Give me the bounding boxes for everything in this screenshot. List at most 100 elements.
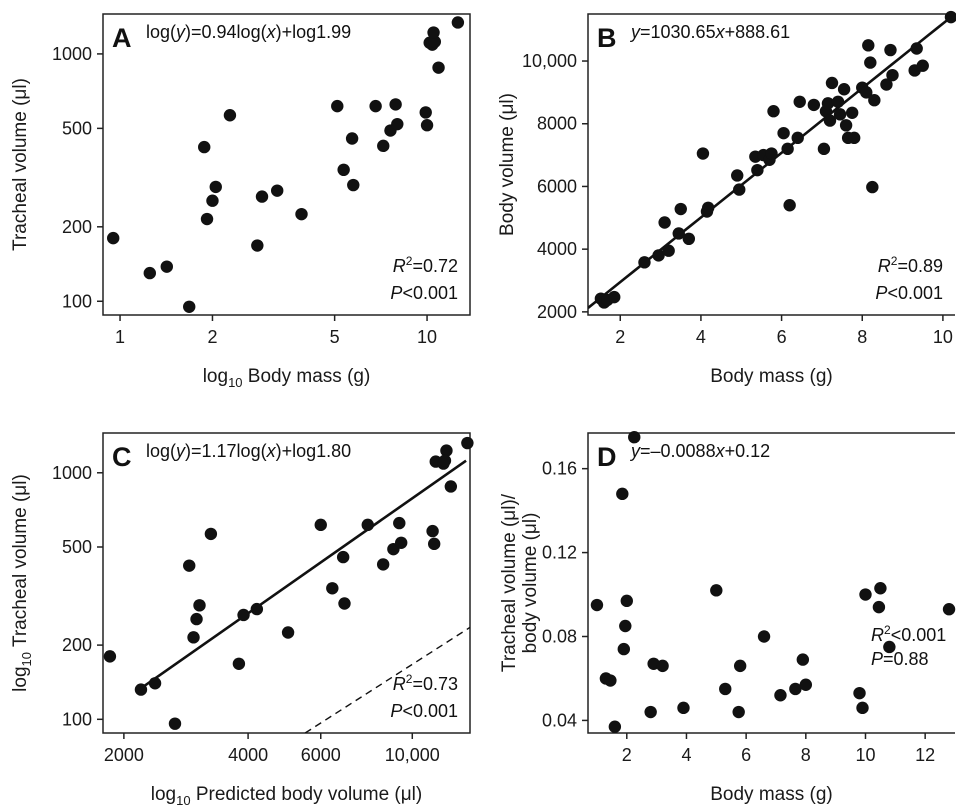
plot-area — [136, 459, 470, 733]
reference-line — [304, 626, 470, 733]
data-point — [652, 249, 665, 262]
r-squared-label: R2=0.89 — [878, 254, 943, 276]
data-point — [251, 239, 264, 252]
y-tick-label: 500 — [62, 537, 92, 557]
data-point — [608, 290, 621, 304]
data-point — [856, 701, 869, 715]
data-point — [886, 68, 899, 82]
data-point — [281, 626, 295, 639]
y-tick-label: 200 — [62, 635, 92, 655]
panel-c: 2000 4000 6000 10,000 100 200 500 1000 log10 Pre… — [10, 432, 474, 808]
data-point — [389, 98, 402, 111]
data-point — [590, 598, 604, 612]
plot-frame — [102, 432, 471, 734]
y-axis-title: Body volume (μl) — [497, 93, 518, 236]
data-point — [183, 559, 196, 572]
data-point — [143, 266, 156, 280]
data-point — [369, 99, 382, 113]
data-point — [376, 558, 390, 571]
p-value-label: P<0.001 — [390, 283, 458, 303]
data-point — [616, 487, 629, 501]
p-value-label: P<0.001 — [390, 701, 458, 721]
y-tick-label: 0.08 — [542, 626, 577, 646]
data-point — [883, 640, 896, 654]
data-point — [658, 216, 671, 229]
x-tick-label: 10 — [855, 745, 875, 765]
data-point — [134, 683, 148, 696]
data-point — [823, 114, 837, 127]
data-point — [270, 184, 284, 197]
x-tick-label: 10 — [417, 327, 437, 347]
data-point — [250, 602, 264, 616]
data-point — [791, 131, 804, 145]
data-point — [859, 588, 872, 601]
p-value-label: P=0.88 — [871, 649, 929, 669]
data-point — [732, 705, 745, 719]
x-tick-label: 6 — [777, 327, 787, 347]
x-tick-label: 6 — [741, 745, 751, 765]
x-axis-title: log10 Predicted body volume (μl) — [151, 784, 422, 808]
data-point — [874, 582, 887, 595]
data-point — [796, 653, 810, 666]
y-tick-label: 1000 — [52, 44, 92, 64]
data-point — [942, 603, 956, 616]
data-point — [183, 300, 196, 313]
regression-equation: y=–0.0088x+0.12 — [629, 441, 770, 461]
data-point — [807, 98, 821, 112]
x-tick-label: 8 — [801, 745, 811, 765]
data-point — [638, 256, 651, 269]
x-tick-label: 10 — [933, 327, 953, 347]
x-tick-label: 4 — [681, 745, 691, 765]
y-tick-label: 8000 — [537, 114, 577, 134]
x-axis-title: Body mass (g) — [710, 784, 832, 805]
data-point — [337, 163, 350, 177]
data-point — [295, 207, 308, 221]
y-tick-label: 0.04 — [542, 710, 577, 730]
data-point — [209, 180, 222, 194]
x-tick-label: 6000 — [301, 745, 341, 765]
data-point — [326, 582, 339, 595]
data-point — [314, 518, 327, 532]
data-point — [204, 527, 218, 541]
panel-letter: A — [112, 23, 132, 53]
data-point — [148, 677, 162, 690]
data-point — [608, 720, 622, 733]
data-point — [440, 444, 453, 457]
x-tick-label: 12 — [915, 745, 935, 765]
x-axis-title: log10 Body mass (g) — [203, 366, 371, 390]
data-point — [719, 682, 732, 696]
data-point — [831, 95, 845, 108]
data-point — [733, 659, 747, 673]
data-point — [677, 701, 690, 715]
regression-equation: log(y)=0.94log(x)+log1.99 — [146, 22, 351, 42]
y-tick-label: 0.16 — [542, 459, 577, 479]
data-point — [393, 516, 406, 530]
data-point — [864, 56, 877, 69]
x-tick-label: 2000 — [104, 745, 144, 765]
data-point — [884, 43, 897, 57]
data-point — [419, 106, 432, 119]
data-point — [193, 599, 206, 612]
panel-letter: B — [597, 23, 617, 53]
data-point — [427, 537, 441, 551]
data-point — [656, 659, 669, 673]
x-tick-label: 2 — [207, 327, 217, 347]
data-point — [777, 126, 790, 140]
data-point — [444, 480, 458, 493]
data-point — [345, 132, 359, 145]
data-point — [428, 35, 442, 48]
data-point — [799, 678, 813, 691]
y-tick-label: 100 — [62, 291, 92, 311]
data-point — [817, 142, 831, 156]
panel-a: 1 2 5 10 100 200 500 1000 log10 Body mass (g) Tra… — [10, 13, 471, 390]
regression-equation: y=1030.65x+888.61 — [629, 22, 790, 42]
data-point — [710, 584, 723, 597]
data-point — [781, 142, 794, 156]
data-point — [232, 657, 246, 670]
data-point — [206, 194, 219, 207]
data-point — [107, 231, 120, 245]
data-point — [774, 689, 787, 702]
data-point — [420, 119, 434, 132]
regression-line — [136, 459, 467, 693]
